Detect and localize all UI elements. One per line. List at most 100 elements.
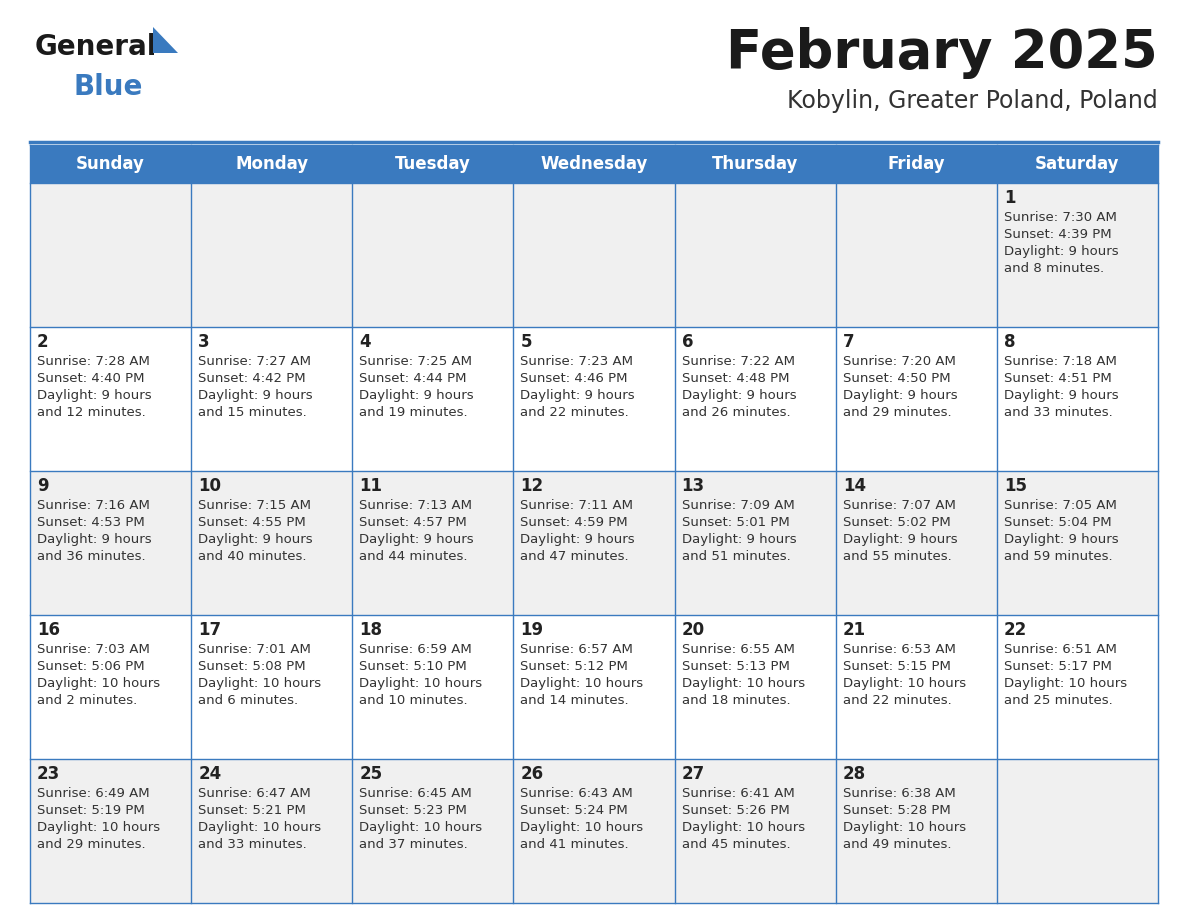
Text: and 36 minutes.: and 36 minutes. bbox=[37, 550, 146, 563]
Text: 17: 17 bbox=[198, 621, 221, 639]
Text: Sunset: 5:02 PM: Sunset: 5:02 PM bbox=[842, 516, 950, 529]
Bar bbox=[835, 471, 997, 615]
Text: Sunset: 4:53 PM: Sunset: 4:53 PM bbox=[37, 516, 145, 529]
Bar bbox=[353, 759, 513, 903]
Bar bbox=[191, 759, 353, 903]
Bar bbox=[675, 183, 835, 327]
Text: 16: 16 bbox=[37, 621, 61, 639]
Text: Sunset: 5:26 PM: Sunset: 5:26 PM bbox=[682, 804, 789, 817]
Text: Daylight: 9 hours: Daylight: 9 hours bbox=[682, 533, 796, 546]
Text: 15: 15 bbox=[1004, 477, 1026, 495]
Text: Sunrise: 7:23 AM: Sunrise: 7:23 AM bbox=[520, 355, 633, 368]
Text: Sunday: Sunday bbox=[76, 155, 145, 173]
Text: Sunrise: 6:53 AM: Sunrise: 6:53 AM bbox=[842, 644, 955, 656]
Text: 21: 21 bbox=[842, 621, 866, 639]
Text: Sunset: 5:23 PM: Sunset: 5:23 PM bbox=[359, 804, 467, 817]
Text: Daylight: 10 hours: Daylight: 10 hours bbox=[682, 821, 804, 834]
Text: Sunrise: 6:59 AM: Sunrise: 6:59 AM bbox=[359, 644, 472, 656]
Text: Sunset: 5:08 PM: Sunset: 5:08 PM bbox=[198, 660, 305, 673]
Bar bbox=[513, 759, 675, 903]
Bar bbox=[513, 471, 675, 615]
Text: Sunrise: 7:07 AM: Sunrise: 7:07 AM bbox=[842, 499, 955, 512]
Text: Sunset: 4:44 PM: Sunset: 4:44 PM bbox=[359, 372, 467, 385]
Text: Sunset: 5:10 PM: Sunset: 5:10 PM bbox=[359, 660, 467, 673]
Text: 19: 19 bbox=[520, 621, 544, 639]
Text: Sunrise: 6:43 AM: Sunrise: 6:43 AM bbox=[520, 787, 633, 800]
Text: Sunset: 4:39 PM: Sunset: 4:39 PM bbox=[1004, 228, 1112, 241]
Text: Sunrise: 7:20 AM: Sunrise: 7:20 AM bbox=[842, 355, 955, 368]
Text: Daylight: 9 hours: Daylight: 9 hours bbox=[198, 389, 312, 402]
Text: and 59 minutes.: and 59 minutes. bbox=[1004, 550, 1112, 563]
Text: Sunrise: 7:15 AM: Sunrise: 7:15 AM bbox=[198, 499, 311, 512]
Bar bbox=[835, 183, 997, 327]
Text: and 55 minutes.: and 55 minutes. bbox=[842, 550, 952, 563]
Bar bbox=[997, 327, 1158, 471]
Text: and 22 minutes.: and 22 minutes. bbox=[842, 694, 952, 707]
Bar bbox=[513, 327, 675, 471]
Text: Sunset: 4:59 PM: Sunset: 4:59 PM bbox=[520, 516, 628, 529]
Text: Daylight: 9 hours: Daylight: 9 hours bbox=[359, 533, 474, 546]
Text: 8: 8 bbox=[1004, 333, 1016, 351]
Text: Sunset: 4:46 PM: Sunset: 4:46 PM bbox=[520, 372, 628, 385]
Polygon shape bbox=[153, 27, 178, 53]
Bar bbox=[30, 615, 191, 759]
Text: Daylight: 10 hours: Daylight: 10 hours bbox=[842, 677, 966, 690]
Bar bbox=[353, 471, 513, 615]
Text: Sunset: 5:01 PM: Sunset: 5:01 PM bbox=[682, 516, 789, 529]
Text: Sunrise: 7:09 AM: Sunrise: 7:09 AM bbox=[682, 499, 795, 512]
Bar bbox=[30, 183, 191, 327]
Text: and 22 minutes.: and 22 minutes. bbox=[520, 406, 630, 420]
Text: 20: 20 bbox=[682, 621, 704, 639]
Text: 3: 3 bbox=[198, 333, 210, 351]
Text: Sunrise: 7:11 AM: Sunrise: 7:11 AM bbox=[520, 499, 633, 512]
Text: Sunset: 4:51 PM: Sunset: 4:51 PM bbox=[1004, 372, 1112, 385]
Text: Sunrise: 7:22 AM: Sunrise: 7:22 AM bbox=[682, 355, 795, 368]
Text: Sunset: 4:50 PM: Sunset: 4:50 PM bbox=[842, 372, 950, 385]
Text: Sunrise: 6:55 AM: Sunrise: 6:55 AM bbox=[682, 644, 795, 656]
Text: Daylight: 9 hours: Daylight: 9 hours bbox=[1004, 533, 1118, 546]
Text: 4: 4 bbox=[359, 333, 371, 351]
Text: Sunrise: 7:30 AM: Sunrise: 7:30 AM bbox=[1004, 211, 1117, 224]
Text: General: General bbox=[34, 33, 157, 61]
Text: Daylight: 9 hours: Daylight: 9 hours bbox=[682, 389, 796, 402]
Text: Sunrise: 6:38 AM: Sunrise: 6:38 AM bbox=[842, 787, 955, 800]
Text: Daylight: 9 hours: Daylight: 9 hours bbox=[198, 533, 312, 546]
Text: and 25 minutes.: and 25 minutes. bbox=[1004, 694, 1113, 707]
Text: Sunrise: 7:28 AM: Sunrise: 7:28 AM bbox=[37, 355, 150, 368]
Text: Sunset: 4:48 PM: Sunset: 4:48 PM bbox=[682, 372, 789, 385]
Bar bbox=[191, 183, 353, 327]
Text: and 41 minutes.: and 41 minutes. bbox=[520, 838, 630, 851]
Bar bbox=[191, 615, 353, 759]
Text: and 44 minutes.: and 44 minutes. bbox=[359, 550, 468, 563]
Text: and 40 minutes.: and 40 minutes. bbox=[198, 550, 307, 563]
Text: 24: 24 bbox=[198, 765, 221, 783]
Text: and 26 minutes.: and 26 minutes. bbox=[682, 406, 790, 420]
Text: February 2025: February 2025 bbox=[726, 27, 1158, 79]
Text: Sunset: 4:57 PM: Sunset: 4:57 PM bbox=[359, 516, 467, 529]
Bar bbox=[513, 183, 675, 327]
Bar bbox=[191, 327, 353, 471]
Text: and 10 minutes.: and 10 minutes. bbox=[359, 694, 468, 707]
Text: Sunrise: 7:03 AM: Sunrise: 7:03 AM bbox=[37, 644, 150, 656]
Text: Sunrise: 6:47 AM: Sunrise: 6:47 AM bbox=[198, 787, 311, 800]
Text: Daylight: 9 hours: Daylight: 9 hours bbox=[842, 533, 958, 546]
Text: Sunrise: 7:01 AM: Sunrise: 7:01 AM bbox=[198, 644, 311, 656]
Bar bbox=[30, 471, 191, 615]
Text: Sunset: 5:28 PM: Sunset: 5:28 PM bbox=[842, 804, 950, 817]
Text: Thursday: Thursday bbox=[712, 155, 798, 173]
Text: 25: 25 bbox=[359, 765, 383, 783]
Text: and 49 minutes.: and 49 minutes. bbox=[842, 838, 952, 851]
Text: 7: 7 bbox=[842, 333, 854, 351]
Text: and 29 minutes.: and 29 minutes. bbox=[37, 838, 146, 851]
Bar bbox=[513, 615, 675, 759]
Text: 22: 22 bbox=[1004, 621, 1028, 639]
Text: Daylight: 9 hours: Daylight: 9 hours bbox=[1004, 245, 1118, 258]
Text: Wednesday: Wednesday bbox=[541, 155, 647, 173]
Text: Daylight: 10 hours: Daylight: 10 hours bbox=[1004, 677, 1127, 690]
Text: and 33 minutes.: and 33 minutes. bbox=[198, 838, 307, 851]
Text: and 8 minutes.: and 8 minutes. bbox=[1004, 263, 1104, 275]
Bar bbox=[997, 615, 1158, 759]
Text: Sunrise: 6:51 AM: Sunrise: 6:51 AM bbox=[1004, 644, 1117, 656]
Text: Sunset: 4:40 PM: Sunset: 4:40 PM bbox=[37, 372, 145, 385]
Text: 18: 18 bbox=[359, 621, 383, 639]
